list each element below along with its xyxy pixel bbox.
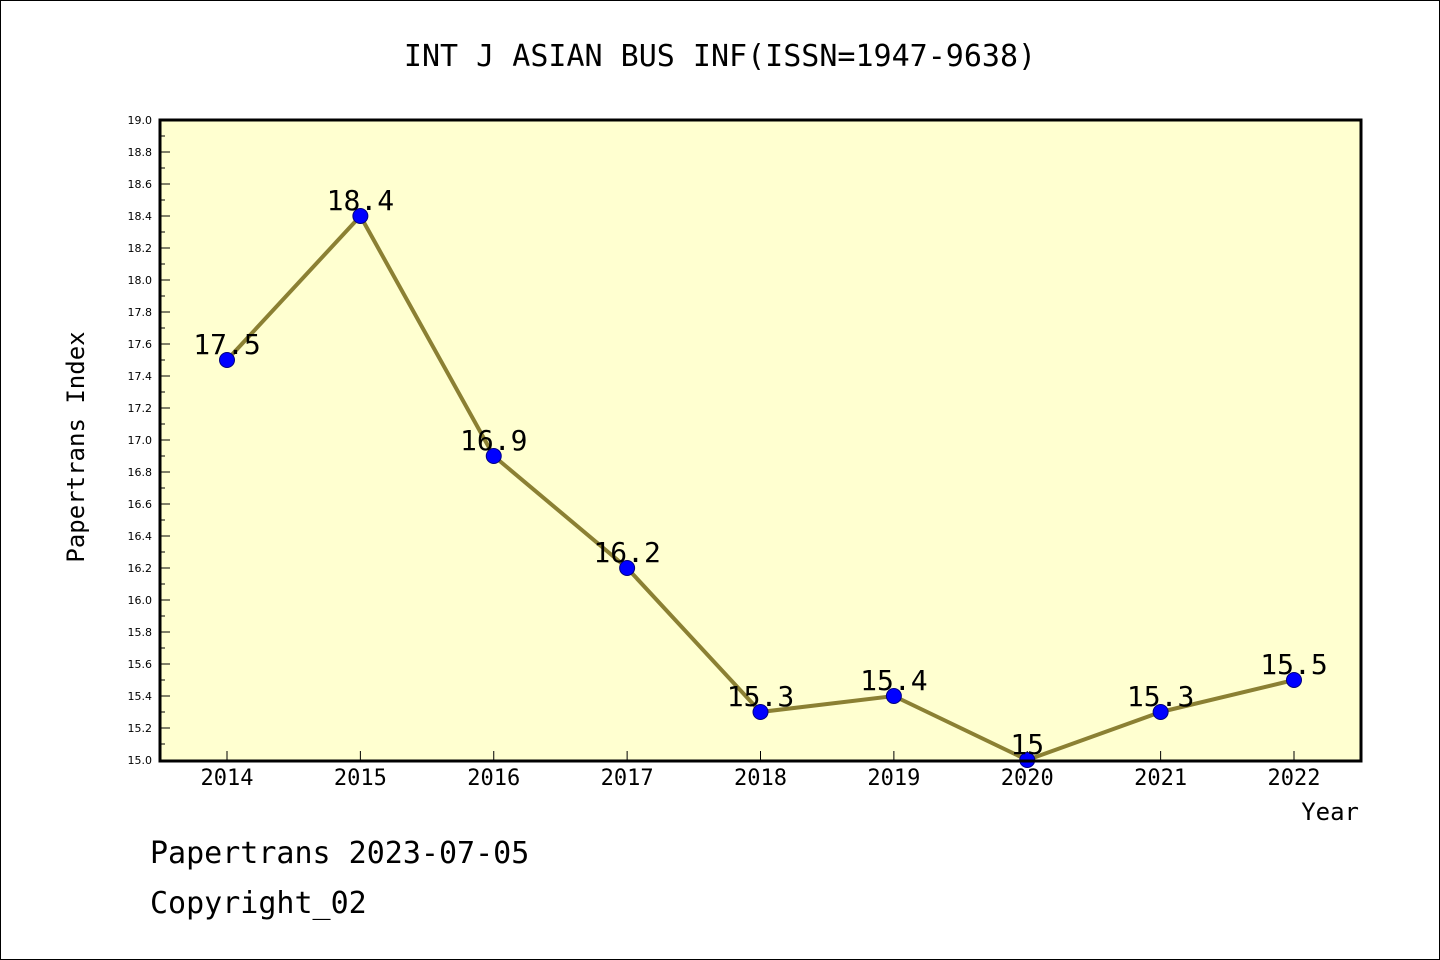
data-point [485, 448, 502, 464]
data-labels: 17.5 18.4 16.9 16.2 15.3 15.4 15 15.3 15.5 [193, 184, 1327, 761]
y-tick-label: 16.2 [128, 562, 153, 575]
x-tick-label: 2019 [867, 766, 920, 791]
y-tick-label: 15.4 [128, 690, 153, 703]
data-label: 15.5 [1260, 648, 1327, 681]
x-tick-label: 2015 [334, 766, 387, 791]
y-tick-label: 15.0 [128, 754, 153, 767]
y-axis: 15.0 15.2 15.4 15.6 15.8 16.0 16.2 16.4 16.6 16.8… [128, 114, 170, 767]
data-point [1152, 704, 1169, 720]
y-axis-label: Papertrans Index [62, 331, 90, 562]
y-tick-label: 18.8 [128, 146, 153, 159]
plot-border [158, 118, 1363, 763]
y-tick-label: 15.2 [128, 722, 153, 735]
data-point [1286, 672, 1302, 688]
footer-copyright: Copyright_02 [150, 886, 367, 921]
y-tick-label: 17.0 [128, 434, 153, 447]
y-tick-label: 18.4 [128, 210, 153, 223]
y-tick-label: 17.4 [128, 370, 153, 383]
y-tick-label: 16.8 [128, 466, 153, 479]
data-label: 15.3 [1127, 680, 1194, 713]
y-tick-label: 16.4 [128, 530, 153, 543]
y-tick-label: 15.6 [128, 658, 153, 671]
y-tick-label: 16.6 [128, 498, 153, 511]
y-tick-label: 17.8 [128, 306, 153, 319]
x-tick-label: 2017 [601, 766, 654, 791]
data-label: 17.5 [193, 328, 260, 361]
data-point [619, 560, 636, 576]
data-label: 18.4 [327, 184, 394, 217]
data-label: 15 [1010, 728, 1044, 761]
data-point [885, 688, 902, 704]
y-tick-label: 15.8 [128, 626, 153, 639]
y-tick-label: 17.2 [128, 402, 153, 415]
y-tick-label: 17.6 [128, 338, 153, 351]
data-label: 15.4 [860, 664, 927, 697]
y-tick-label: 19.0 [128, 114, 153, 127]
data-point [352, 208, 369, 224]
x-tick-label: 2021 [1134, 766, 1187, 791]
y-tick-label: 18.2 [128, 242, 153, 255]
chart-title: INT J ASIAN BUS INF(ISSN=1947-9638) [404, 39, 1036, 74]
x-tick-label: 2022 [1268, 766, 1321, 791]
plot-area [160, 120, 1361, 761]
data-label: 15.3 [727, 680, 794, 713]
x-tick-label: 2020 [1001, 766, 1054, 791]
x-axis-label: Year [1301, 798, 1359, 826]
data-label: 16.9 [460, 424, 527, 457]
y-tick-label: 18.6 [128, 178, 153, 191]
x-tick-label: 2016 [467, 766, 520, 791]
data-point [219, 352, 235, 368]
x-axis: 2014 2015 2016 2017 2018 2019 2020 2021 2022 [201, 751, 1321, 791]
y-tick-label: 16.0 [128, 594, 153, 607]
data-point [752, 704, 769, 720]
x-tick-label: 2018 [734, 766, 787, 791]
footer-date: Papertrans 2023-07-05 [150, 836, 529, 871]
x-tick-label: 2014 [201, 766, 254, 791]
y-tick-label: 18.0 [128, 274, 153, 287]
data-label: 16.2 [593, 536, 660, 569]
